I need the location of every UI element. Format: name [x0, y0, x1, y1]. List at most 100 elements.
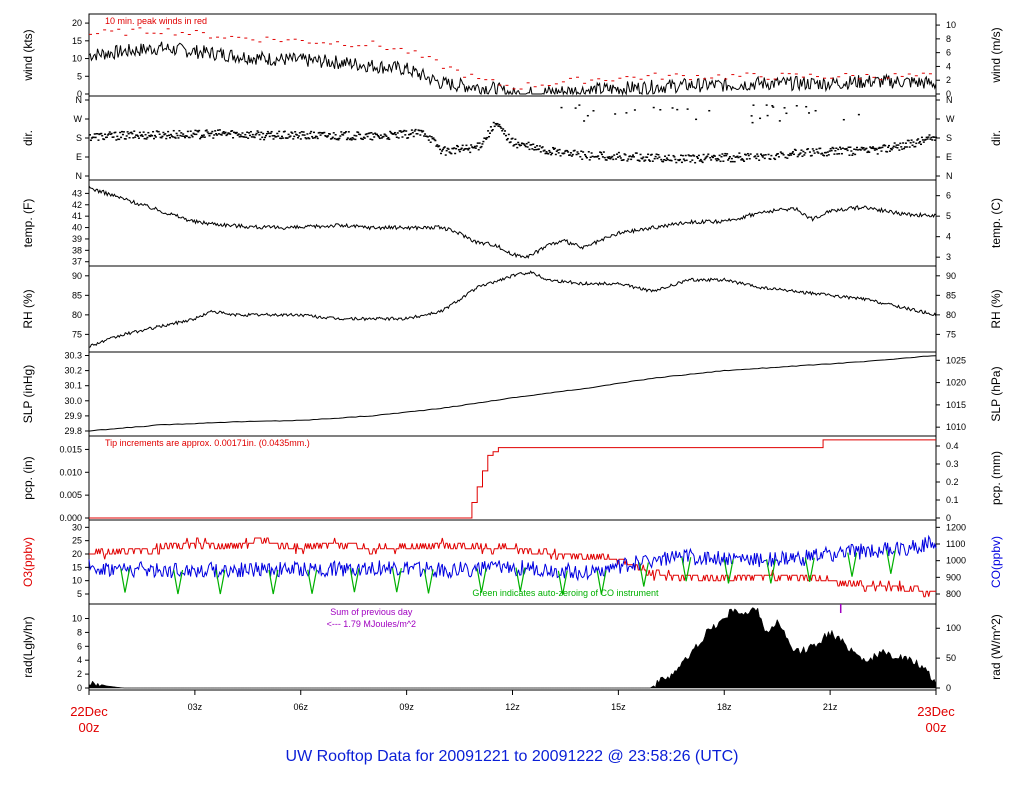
tick-label-left-dir: E — [76, 152, 82, 162]
tick-label-left-wind: 15 — [72, 36, 82, 46]
dir-point — [441, 148, 444, 151]
dir-point — [846, 149, 849, 152]
dir-point — [722, 160, 725, 162]
dir-point — [344, 131, 347, 133]
dir-point — [550, 153, 553, 156]
dir-point — [854, 153, 857, 156]
dir-point — [298, 132, 301, 134]
dir-point — [221, 132, 224, 134]
co-zero-mark — [476, 568, 487, 593]
tick-label-right-dir: N — [946, 171, 953, 181]
dir-point — [256, 130, 259, 132]
dir-point — [443, 146, 446, 148]
dir-point — [248, 132, 251, 134]
dir-point — [884, 144, 887, 147]
dir-point — [892, 145, 895, 148]
dir-point — [203, 136, 206, 138]
dir-point — [905, 146, 908, 148]
dir-point — [831, 146, 834, 149]
dir-point — [269, 132, 272, 135]
dir-point — [192, 132, 195, 135]
dir-point — [303, 134, 306, 136]
dir-point — [296, 136, 299, 139]
dir-point — [447, 148, 450, 150]
tick-label-left-rad: 6 — [77, 641, 82, 651]
dir-point — [904, 146, 907, 148]
dir-point — [922, 141, 925, 143]
tick-label-left-temp: 39 — [72, 234, 82, 244]
ylabel-right-rad: rad (W/m^2) — [989, 614, 1003, 680]
dir-point — [169, 133, 172, 136]
dir-point — [436, 144, 439, 146]
dir-point — [746, 152, 749, 155]
dir-point — [684, 154, 687, 157]
dir-point — [493, 125, 496, 128]
tick-label-right-temp: 5 — [946, 211, 951, 221]
dir-point — [141, 135, 144, 138]
dir-point — [474, 147, 477, 149]
dir-point — [616, 153, 619, 155]
dir-point — [651, 160, 654, 162]
ylabel-right-rh: RH (%) — [989, 289, 1003, 328]
annotation-rad-2: <--- 1.79 MJoules/m^2 — [327, 619, 417, 629]
dir-point — [648, 160, 651, 162]
dir-point — [686, 108, 689, 110]
dir-point — [614, 113, 617, 115]
dir-point — [245, 136, 248, 139]
dir-point — [909, 142, 912, 144]
end-time-label: 00z — [926, 720, 947, 735]
dir-point — [530, 143, 533, 146]
dir-point — [915, 142, 918, 145]
dir-point — [575, 153, 578, 156]
dir-point — [488, 132, 491, 134]
dir-point — [723, 154, 726, 157]
dir-point — [539, 151, 542, 153]
dir-point — [153, 134, 156, 137]
dir-point — [101, 134, 104, 137]
dir-point — [719, 160, 722, 163]
dir-point — [236, 134, 239, 136]
dir-point — [912, 141, 915, 143]
dir-point — [742, 159, 745, 161]
dir-point — [103, 138, 106, 141]
dir-point — [405, 130, 408, 132]
dir-point — [701, 161, 704, 164]
dir-point — [165, 137, 168, 140]
tick-label-left-temp: 40 — [72, 223, 82, 233]
dir-point — [399, 130, 402, 132]
dir-point — [288, 136, 291, 138]
tick-label-right-slp: 1025 — [946, 355, 966, 365]
dir-point — [132, 137, 135, 139]
dir-point — [741, 158, 744, 160]
dir-point — [538, 145, 541, 147]
dir-point — [420, 129, 423, 132]
dir-point — [548, 149, 551, 152]
dir-point — [644, 159, 647, 161]
dir-point — [440, 152, 443, 155]
chart-title: UW Rooftop Data for 20091221 to 20091222… — [285, 748, 739, 765]
tick-label-right-pcp: 0.2 — [946, 477, 959, 487]
dir-point — [255, 132, 258, 135]
dir-point — [803, 154, 806, 156]
dir-point — [306, 133, 309, 135]
dir-point — [714, 158, 717, 160]
dir-point — [181, 135, 184, 137]
dir-point — [798, 153, 801, 155]
dir-point — [404, 134, 407, 136]
co-zero-mark — [391, 568, 402, 593]
dir-point — [716, 157, 719, 160]
dir-point — [347, 131, 350, 133]
dir-point — [836, 153, 839, 155]
dir-point — [115, 139, 118, 141]
dir-point — [721, 153, 724, 155]
dir-point — [924, 138, 927, 141]
dir-point — [210, 132, 213, 135]
dir-point — [654, 155, 657, 158]
tick-label-right-wind: 2 — [946, 75, 951, 85]
dir-point — [438, 145, 441, 147]
dir-point — [494, 122, 497, 125]
dir-point — [619, 157, 622, 159]
series-line-slp — [88, 355, 937, 432]
dir-point — [234, 132, 237, 135]
dir-point — [199, 137, 202, 140]
